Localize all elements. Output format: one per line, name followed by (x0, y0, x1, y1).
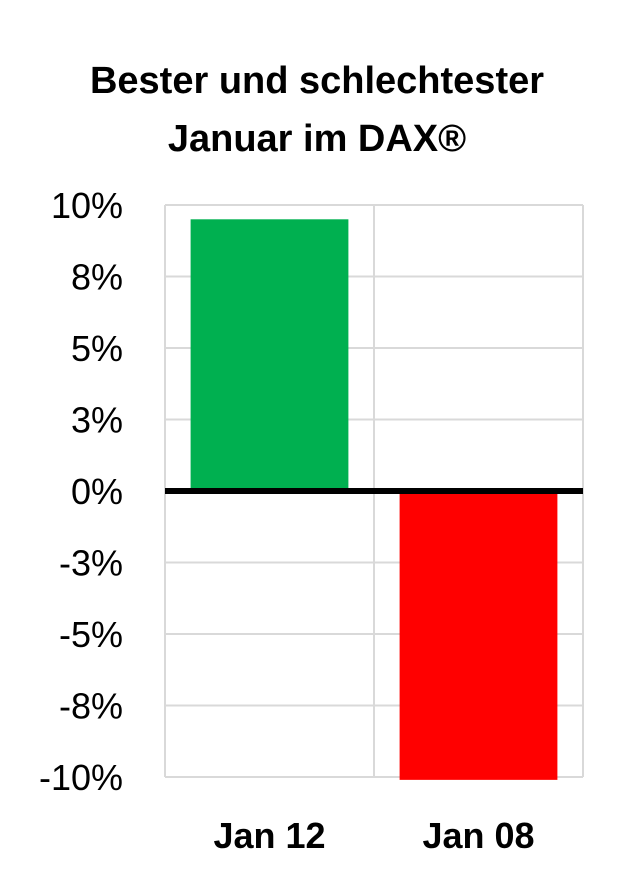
chart-title-line-1: Bester und schlechtester (89, 60, 545, 102)
y-tick-label: 8% (71, 257, 123, 298)
chart-title: Bester und schlechtester Januar im DAX® (0, 52, 634, 168)
y-tick-label: 3% (71, 400, 123, 441)
y-tick-label: -3% (59, 543, 123, 584)
y-tick-label: -5% (59, 614, 123, 655)
x-category-label: Jan 08 (422, 815, 534, 856)
y-tick-label: -8% (59, 686, 123, 727)
x-category-label: Jan 12 (213, 815, 325, 856)
bar-jan-12 (190, 219, 349, 492)
y-tick-label: 0% (71, 471, 123, 512)
chart-title-line-2: Januar im DAX® (167, 118, 467, 160)
y-tick-label: 5% (71, 328, 123, 369)
bar-jan-08 (399, 491, 558, 780)
y-tick-label: 10% (51, 185, 123, 226)
y-tick-label: -10% (39, 757, 123, 798)
